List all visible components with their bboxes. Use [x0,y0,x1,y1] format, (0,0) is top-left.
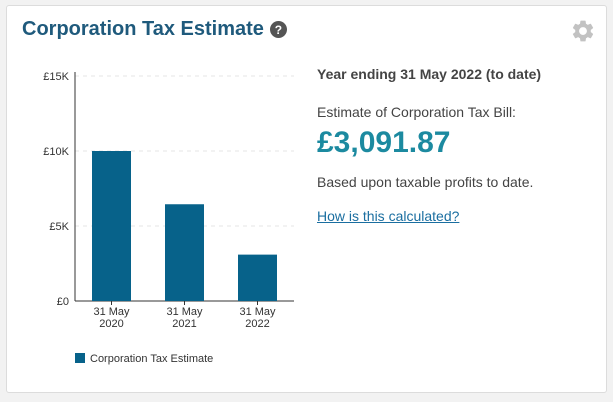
x-tick-label: 31 May [166,306,203,318]
card-title: Corporation Tax Estimate ? [22,18,287,41]
tax-estimate-card: Corporation Tax Estimate ? £0 £5K £10K £15K… [6,5,607,393]
period-heading: Year ending 31 May 2022 (to date) [317,66,542,82]
y-tick-label: £5K [49,221,69,233]
x-tick-label: 2020 [99,318,123,330]
estimate-value: £3,091.87 [317,126,451,159]
estimate-label: Estimate of Corporation Tax Bill: [317,104,516,120]
x-tick-label: 31 May [93,306,130,318]
legend-label: Corporation Tax Estimate [90,353,213,365]
y-tick-label: £15K [43,71,69,83]
x-tick-label: 31 May [239,306,276,318]
estimate-summary: Year ending 31 May 2022 (to date) Estima… [317,66,597,226]
how-calculated-link[interactable]: How is this calculated? [317,208,460,224]
x-tick-label: 2021 [172,318,196,330]
card-title-text: Corporation Tax Estimate [22,18,264,40]
y-tick-label: £0 [57,296,69,308]
x-tick-label: 2022 [245,318,269,330]
bar-3 [238,254,277,301]
gear-icon[interactable] [570,18,596,44]
tax-estimate-chart: £0 £5K £10K £15K 31 May 2020 31 May 2021 31 May 2… [27,64,307,374]
basis-note: Based upon taxable profits to date. [317,174,534,190]
bar-1 [92,151,131,301]
question-circle-icon[interactable]: ? [269,21,287,38]
bar-2 [165,204,204,301]
y-tick-label: £10K [43,146,69,158]
legend-swatch [75,353,85,363]
